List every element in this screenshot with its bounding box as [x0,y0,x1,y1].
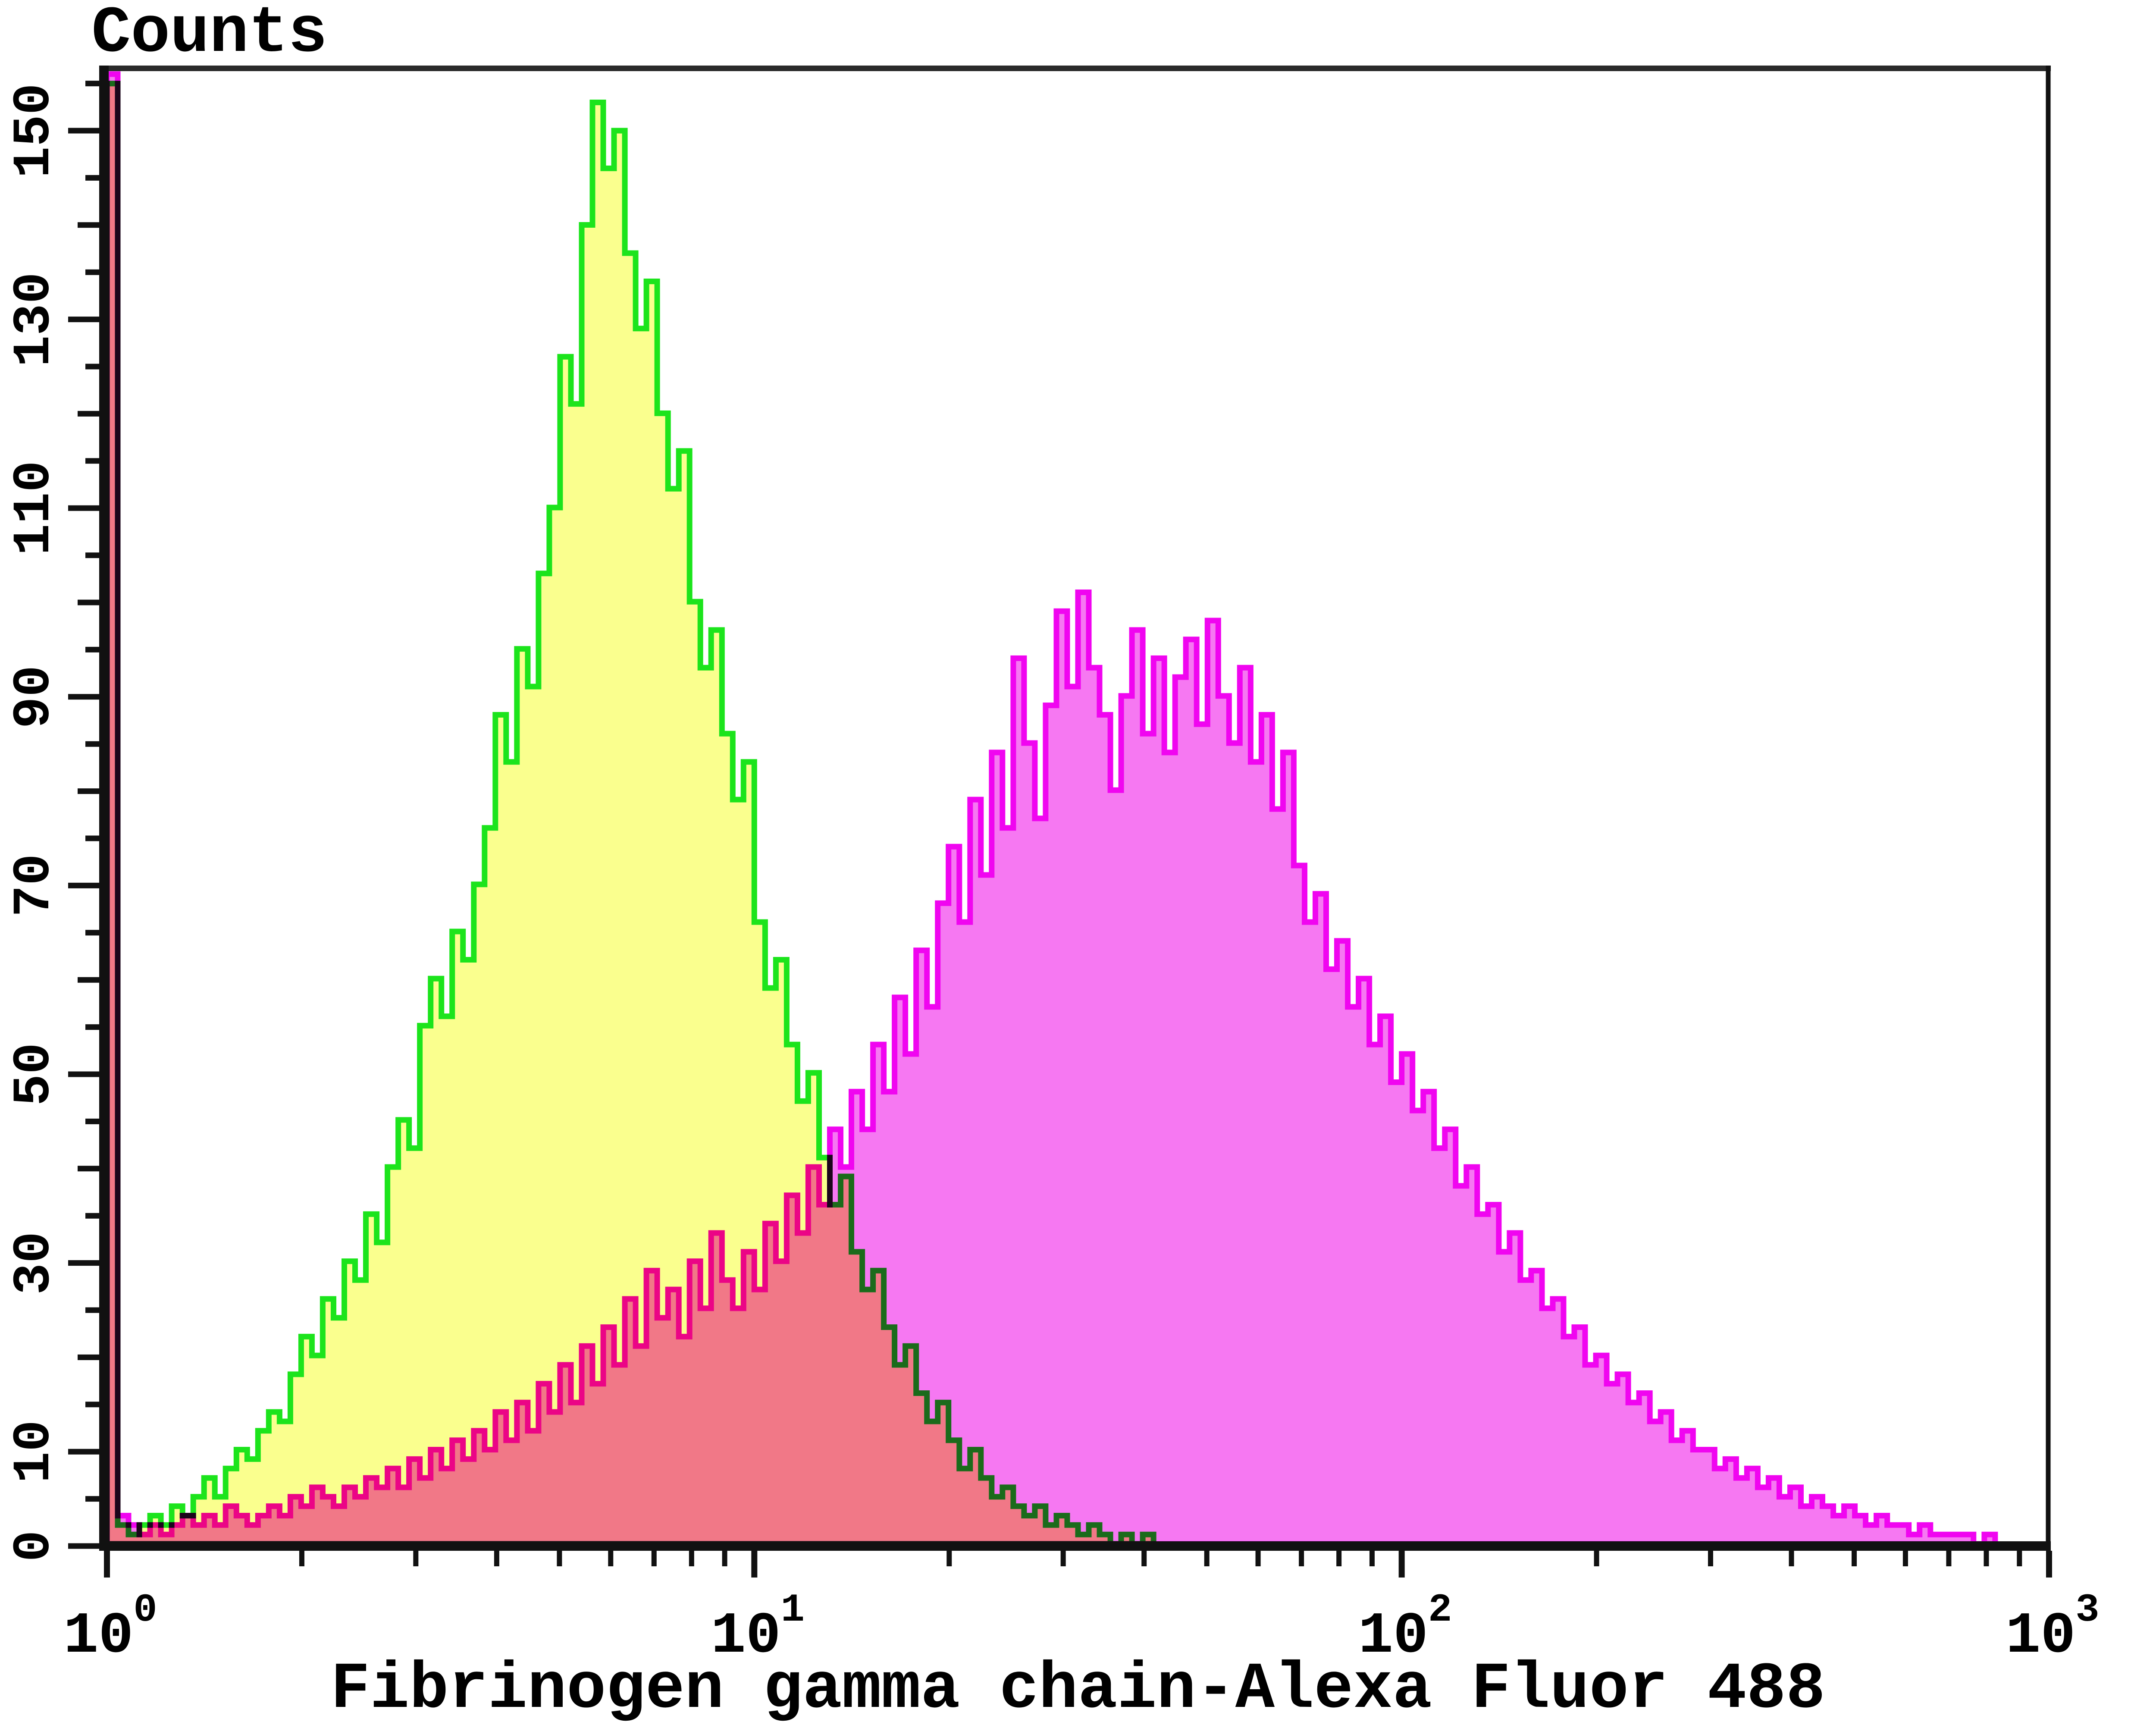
y-tick-label: 50 [4,1043,64,1106]
series-magenta-violet [109,71,1998,1542]
y-tick-label: 30 [4,1232,64,1295]
series-layer [109,71,1998,1542]
x-tick-label: 100 [63,1587,157,1669]
y-tick-label: 150 [4,83,64,178]
y-tick-label: 10 [4,1420,64,1483]
y-tick-label: 0 [4,1530,64,1562]
y-tick-label: 70 [4,854,64,917]
y-tick-label: 90 [4,665,64,728]
x-tick-label: 103 [2006,1587,2099,1669]
x-axis-label: Fibrinogen gamma chain-Alexa Fluor 488 [331,1652,1825,1725]
plot-frame [99,66,2051,1551]
y-tick-label: 130 [4,272,64,367]
y-tick-label: 110 [4,461,64,555]
chart-title: Counts [91,0,327,71]
series-magenta-violet-path [109,71,1998,1542]
